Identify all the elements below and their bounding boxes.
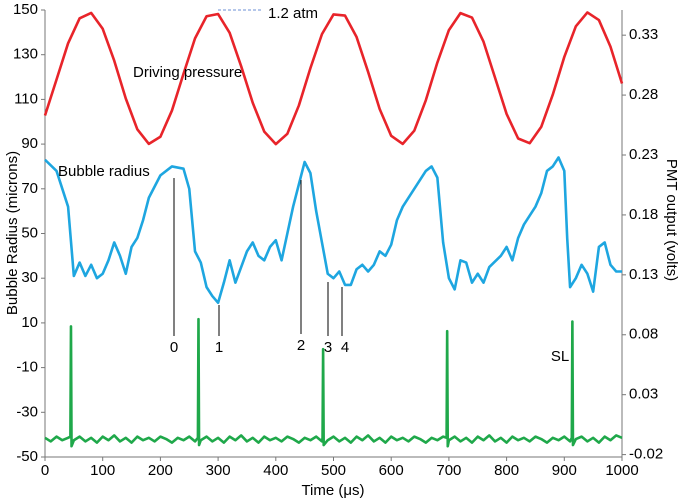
annotation: 0 <box>170 339 178 356</box>
y2-tick-label: -0.02 <box>629 446 663 463</box>
x-tick-label: 700 <box>436 462 461 479</box>
series-line <box>44 156 622 305</box>
y-tick-label: 110 <box>14 90 38 107</box>
y-tick-label: -50 <box>16 448 38 465</box>
x-tick-label: 300 <box>206 462 231 479</box>
y-tick-label: 50 <box>21 224 38 241</box>
annotation: Driving pressure <box>133 64 242 81</box>
y2-tick-label: 0.23 <box>629 146 658 163</box>
y-tick-label: -10 <box>16 359 38 376</box>
series-line <box>43 11 624 146</box>
x-tick-label: 200 <box>148 462 173 479</box>
x-axis-title: Time (μs) <box>301 482 364 499</box>
y-axis-title: Bubble Radius (microns) <box>4 151 21 315</box>
y2-tick-label: 0.28 <box>629 86 658 103</box>
x-tick-label: 500 <box>321 462 346 479</box>
y2-tick-label: 0.33 <box>629 26 658 43</box>
y-tick-label: 90 <box>21 135 38 152</box>
annotation: 1 <box>215 339 223 356</box>
annotation: 2 <box>297 337 305 354</box>
y2-axis-title: PMT output (volts) <box>663 159 680 281</box>
y2-tick-label: 0.08 <box>629 326 658 343</box>
x-tick-label: 900 <box>552 462 577 479</box>
x-tick-label: 0 <box>41 462 49 479</box>
annotation: 3 <box>324 339 332 356</box>
series-line <box>44 317 623 448</box>
y-tick-label: 30 <box>21 269 38 286</box>
annotation: 4 <box>341 339 349 356</box>
y-tick-label: 150 <box>13 1 38 18</box>
x-tick-label: 600 <box>379 462 404 479</box>
y2-tick-label: 0.03 <box>629 386 658 403</box>
y2-tick-label: 0.13 <box>629 266 658 283</box>
annotation: Bubble radius <box>58 163 150 180</box>
x-tick-label: 400 <box>263 462 288 479</box>
annotation: 1.2 atm <box>268 5 318 22</box>
x-tick-label: 800 <box>494 462 519 479</box>
y-tick-label: 10 <box>21 314 38 331</box>
y-tick-label: -30 <box>16 403 38 420</box>
x-tick-label: 1000 <box>605 462 638 479</box>
y2-tick-label: 0.18 <box>629 206 658 223</box>
y-tick-label: 70 <box>21 180 38 197</box>
x-tick-label: 100 <box>90 462 115 479</box>
y-tick-label: 130 <box>13 46 38 63</box>
annotation: SL <box>551 348 569 365</box>
